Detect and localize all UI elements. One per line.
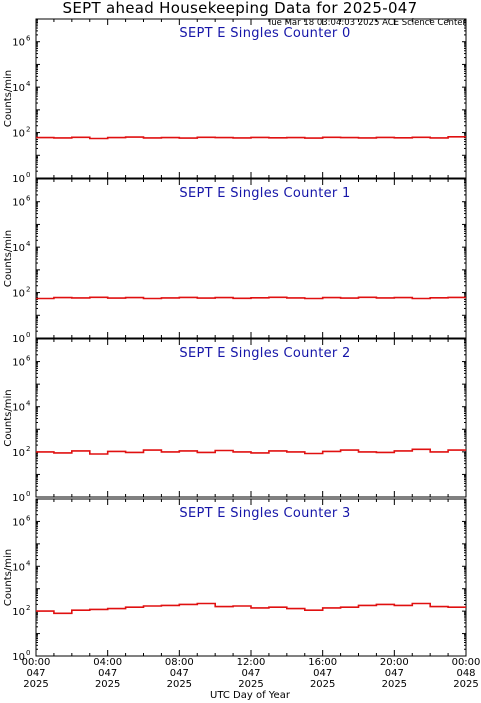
y-tick-exponent: 0 [26,331,30,339]
plot-frame [35,338,467,498]
y-tick-label: 10 [12,448,25,459]
x-tick-label: 04:00 [93,657,122,668]
panel-title: SEPT E Singles Counter 3 [179,506,350,521]
x-tick-label: 047 [26,668,45,679]
data-trace [36,602,466,615]
y-axis-label: Counts/min [3,549,14,606]
y-tick-label: 10 [12,289,25,300]
x-tick-label: 2025 [238,679,263,690]
y-tick-label: 10 [12,652,25,663]
y-tick-exponent: 0 [26,649,30,657]
y-tick-exponent: 4 [26,80,31,88]
y-tick-exponent: 0 [26,490,30,498]
x-tick-label: 2025 [310,679,335,690]
x-tick-label: 047 [313,668,332,679]
y-tick-label: 10 [12,607,25,618]
y-tick-exponent: 4 [26,400,31,408]
x-tick-label: 047 [385,668,404,679]
x-tick-label: 047 [98,668,117,679]
y-tick-label: 10 [12,129,25,140]
x-axis-label: UTC Day of Year [210,690,291,701]
x-tick-label: 2025 [23,679,48,690]
y-axis-label: Counts/min [3,70,14,127]
y-tick-exponent: 6 [26,355,31,363]
panel-title: SEPT E Singles Counter 0 [179,26,350,41]
y-tick-exponent: 2 [26,126,30,134]
x-tick-label: 16:00 [308,657,337,668]
y-tick-exponent: 4 [26,240,31,248]
y-tick-label: 10 [12,517,25,528]
x-tick-label: 00:00 [22,657,51,668]
panel-title: SEPT E Singles Counter 1 [179,186,350,201]
x-tick-label: 12:00 [237,657,266,668]
x-tick-label: 20:00 [380,657,409,668]
y-tick-label: 10 [12,334,25,345]
y-tick-exponent: 2 [26,445,30,453]
y-tick-exponent: 6 [26,514,31,522]
x-tick-label: 2025 [95,679,120,690]
x-tick-label: 047 [170,668,189,679]
y-tick-label: 10 [12,38,25,49]
x-tick-label: 2025 [382,679,407,690]
y-tick-exponent: 6 [26,195,31,203]
plot-frame [35,18,467,179]
x-tick-label: 2025 [453,679,478,690]
y-tick-exponent: 2 [26,604,30,612]
y-axis-label: Counts/min [3,389,14,446]
data-trace [36,136,466,140]
panel-title: SEPT E Singles Counter 2 [179,346,350,361]
x-tick-label: 08:00 [165,657,194,668]
data-trace [36,296,466,300]
y-axis-label: Counts/min [3,230,14,287]
plot-frame [35,178,467,339]
data-trace [36,448,466,455]
y-tick-label: 10 [12,243,25,254]
x-axis-labels: 00:00047202504:00047202508:00047202512:0… [22,657,481,690]
y-tick-exponent: 6 [26,35,31,43]
figure-title: SEPT ahead Housekeeping Data for 2025-04… [63,0,418,17]
y-tick-label: 10 [12,83,25,94]
y-tick-label: 10 [12,358,25,369]
figure-timestamp: Tue Mar 18 03:04:03 2025 ACE Science Cen… [266,18,466,28]
plot-frame [35,498,467,657]
y-tick-exponent: 2 [26,286,30,294]
y-tick-exponent: 4 [26,559,31,567]
y-tick-label: 10 [12,198,25,209]
y-tick-label: 10 [12,493,25,504]
x-tick-label: 00:00 [452,657,481,668]
y-tick-label: 10 [12,562,25,573]
y-tick-label: 10 [12,174,25,185]
x-tick-label: 047 [241,668,260,679]
y-tick-label: 10 [12,403,25,414]
x-tick-label: 048 [456,668,475,679]
x-tick-label: 2025 [167,679,192,690]
y-tick-exponent: 0 [26,171,30,179]
